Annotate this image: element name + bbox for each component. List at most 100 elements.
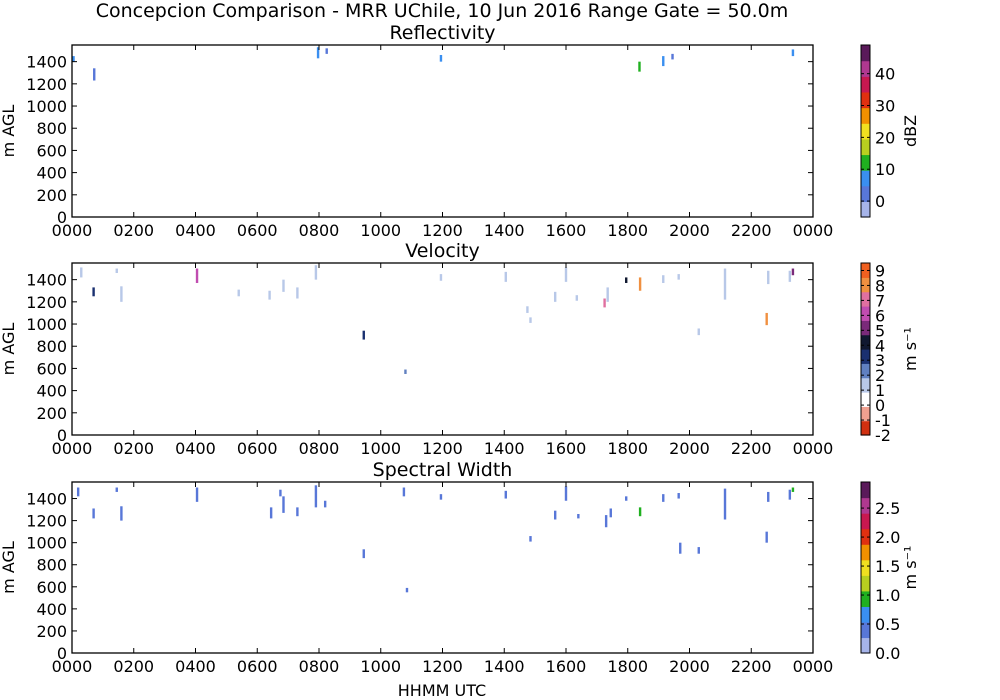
x-tick-label: 1800 <box>607 221 648 240</box>
data-cell <box>767 491 770 502</box>
data-cell <box>723 488 727 520</box>
colorbar-tick-label: 4 <box>875 336 885 355</box>
colorbar-segment <box>861 306 870 321</box>
data-cell <box>92 508 95 519</box>
figure-suptitle: Concepcion Comparison - MRR UChile, 10 J… <box>96 0 789 22</box>
colorbar-segment <box>861 606 870 623</box>
data-cell <box>679 542 682 554</box>
y-axis-label: m AGL <box>0 541 18 594</box>
data-cell <box>575 295 579 301</box>
panel-title: Velocity <box>405 240 480 262</box>
data-cell <box>504 490 507 499</box>
colorbar-segment <box>861 60 870 77</box>
x-tick-label: 1200 <box>422 221 463 240</box>
x-tick-label: 0800 <box>299 657 340 676</box>
colorbar-segment <box>861 185 870 202</box>
data-cell <box>671 53 674 60</box>
colorbar-segment <box>861 277 870 293</box>
x-tick-label: 0200 <box>113 657 154 676</box>
y-tick-label: 600 <box>36 578 67 597</box>
y-tick-label: 1200 <box>26 75 67 94</box>
x-tick-label: 1200 <box>422 439 463 458</box>
colorbar-segment <box>861 91 870 109</box>
y-tick-label: 1000 <box>26 534 67 553</box>
colorbar-tick-label: 7 <box>875 291 885 310</box>
y-tick-label: 1200 <box>26 293 67 312</box>
colorbar-segment <box>861 123 870 140</box>
data-cell <box>765 531 768 543</box>
data-cell <box>115 487 118 492</box>
data-cell <box>677 493 680 499</box>
y-tick-label: 1400 <box>26 271 67 290</box>
y-axis-label: m AGL <box>0 323 18 376</box>
colorbar-segment <box>861 138 870 156</box>
x-tick-label: 2000 <box>669 657 710 676</box>
data-cell <box>322 285 325 292</box>
y-tick-label: 0 <box>57 426 67 445</box>
colorbar-tick-label: 5 <box>875 321 885 340</box>
colorbar-tick-label: 2.5 <box>875 499 900 518</box>
data-cell <box>316 47 320 59</box>
y-tick-label: 1400 <box>26 53 67 72</box>
colorbar-segment <box>861 497 870 514</box>
y-axis-label: m AGL <box>0 105 18 158</box>
y-tick-label: 200 <box>36 622 67 641</box>
colorbar-segment <box>861 170 870 187</box>
data-cell <box>323 500 327 508</box>
colorbar-segment <box>861 107 870 124</box>
data-cell <box>625 277 628 283</box>
data-cell <box>405 587 409 593</box>
colorbar-segment <box>861 363 870 379</box>
colorbar-tick-label: 0.5 <box>875 615 900 634</box>
x-tick-label: 0600 <box>237 221 278 240</box>
x-tick-label: 2000 <box>669 221 710 240</box>
plot-area <box>72 45 813 217</box>
colorbar-tick-label: -1 <box>875 411 891 430</box>
x-tick-label: 0200 <box>113 439 154 458</box>
data-cell <box>269 507 273 519</box>
x-tick-label: 0800 <box>299 439 340 458</box>
colorbar-segment <box>861 392 870 407</box>
colorbar-tick-label: 30 <box>875 97 895 116</box>
data-cell <box>788 270 792 282</box>
colorbar-label: m s⁻¹ <box>901 327 920 371</box>
x-tick-label: 0400 <box>175 221 216 240</box>
y-tick-label: 800 <box>36 337 67 356</box>
colorbar-segment <box>861 334 870 350</box>
panel-title: Spectral Width <box>373 459 513 481</box>
y-tick-label: 0 <box>57 644 67 663</box>
colorbar-segment <box>861 291 870 307</box>
x-tick-label: 1200 <box>422 657 463 676</box>
x-tick-label: 0000 <box>793 657 834 676</box>
colorbar-tick-label: 9 <box>875 261 885 280</box>
colorbar: 0 10 20 30 40 dBZ <box>860 44 920 218</box>
x-tick-label: 0600 <box>237 657 278 676</box>
data-cell <box>402 487 406 497</box>
data-cell <box>282 496 285 513</box>
data-cell <box>296 287 299 299</box>
data-cell <box>401 267 404 279</box>
colorbar-segment <box>861 406 870 422</box>
colorbar-segment <box>861 377 870 393</box>
x-tick-label: 2200 <box>731 221 772 240</box>
colorbar-segment <box>861 482 870 499</box>
data-cell <box>439 274 443 281</box>
y-tick-label: 1000 <box>26 315 67 334</box>
x-tick-label: 1000 <box>360 439 401 458</box>
colorbar-segment <box>861 513 870 530</box>
colorbar-segment <box>861 201 870 218</box>
data-cell <box>697 547 700 554</box>
colorbar-segment <box>861 263 870 278</box>
data-cell <box>788 489 792 500</box>
colorbar-frame <box>860 481 871 654</box>
data-cell <box>697 328 700 336</box>
colorbar-segment <box>861 575 870 592</box>
colorbar-segment <box>861 559 870 576</box>
data-cell <box>195 487 199 502</box>
data-cell <box>662 494 665 502</box>
data-cell <box>362 549 365 559</box>
x-tick-label: 2200 <box>731 657 772 676</box>
x-tick-label: 0000 <box>52 657 93 676</box>
